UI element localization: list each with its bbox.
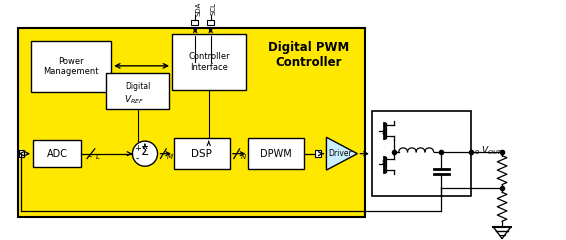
Bar [31,41,111,92]
Circle shape [132,141,157,166]
Text: Driver: Driver [328,149,352,158]
Polygon shape [494,227,511,239]
Bar [106,73,169,109]
Text: $V_{REF}$: $V_{REF}$ [124,93,144,106]
Text: -: - [135,154,139,163]
Text: Digital: Digital [125,82,151,91]
Bar [172,34,246,90]
Text: N: N [241,155,246,161]
Text: $\Sigma$: $\Sigma$ [140,145,149,158]
Polygon shape [327,137,357,170]
Bar [18,28,365,217]
Bar [19,150,24,156]
Text: ADC: ADC [46,149,68,159]
Text: −: − [86,155,92,161]
Text: DSP: DSP [191,149,212,159]
Text: SDA: SDA [195,2,201,16]
Text: M: M [167,155,173,161]
Bar [372,111,471,196]
Text: SCL: SCL [211,2,217,15]
Bar [315,150,321,156]
Text: +: + [134,144,141,153]
Bar [248,138,305,169]
Bar [207,19,213,25]
Text: Digital PWM
Controller: Digital PWM Controller [268,41,350,69]
Bar [33,140,82,167]
Text: Power
Management: Power Management [44,57,99,76]
Text: $V_{OUT}$: $V_{OUT}$ [481,144,503,157]
Text: Controller
Interface: Controller Interface [188,52,230,72]
Text: DPWM: DPWM [260,149,292,159]
Text: L: L [96,155,100,161]
Bar [191,19,198,25]
Text: o: o [475,149,479,155]
Bar [174,138,230,169]
